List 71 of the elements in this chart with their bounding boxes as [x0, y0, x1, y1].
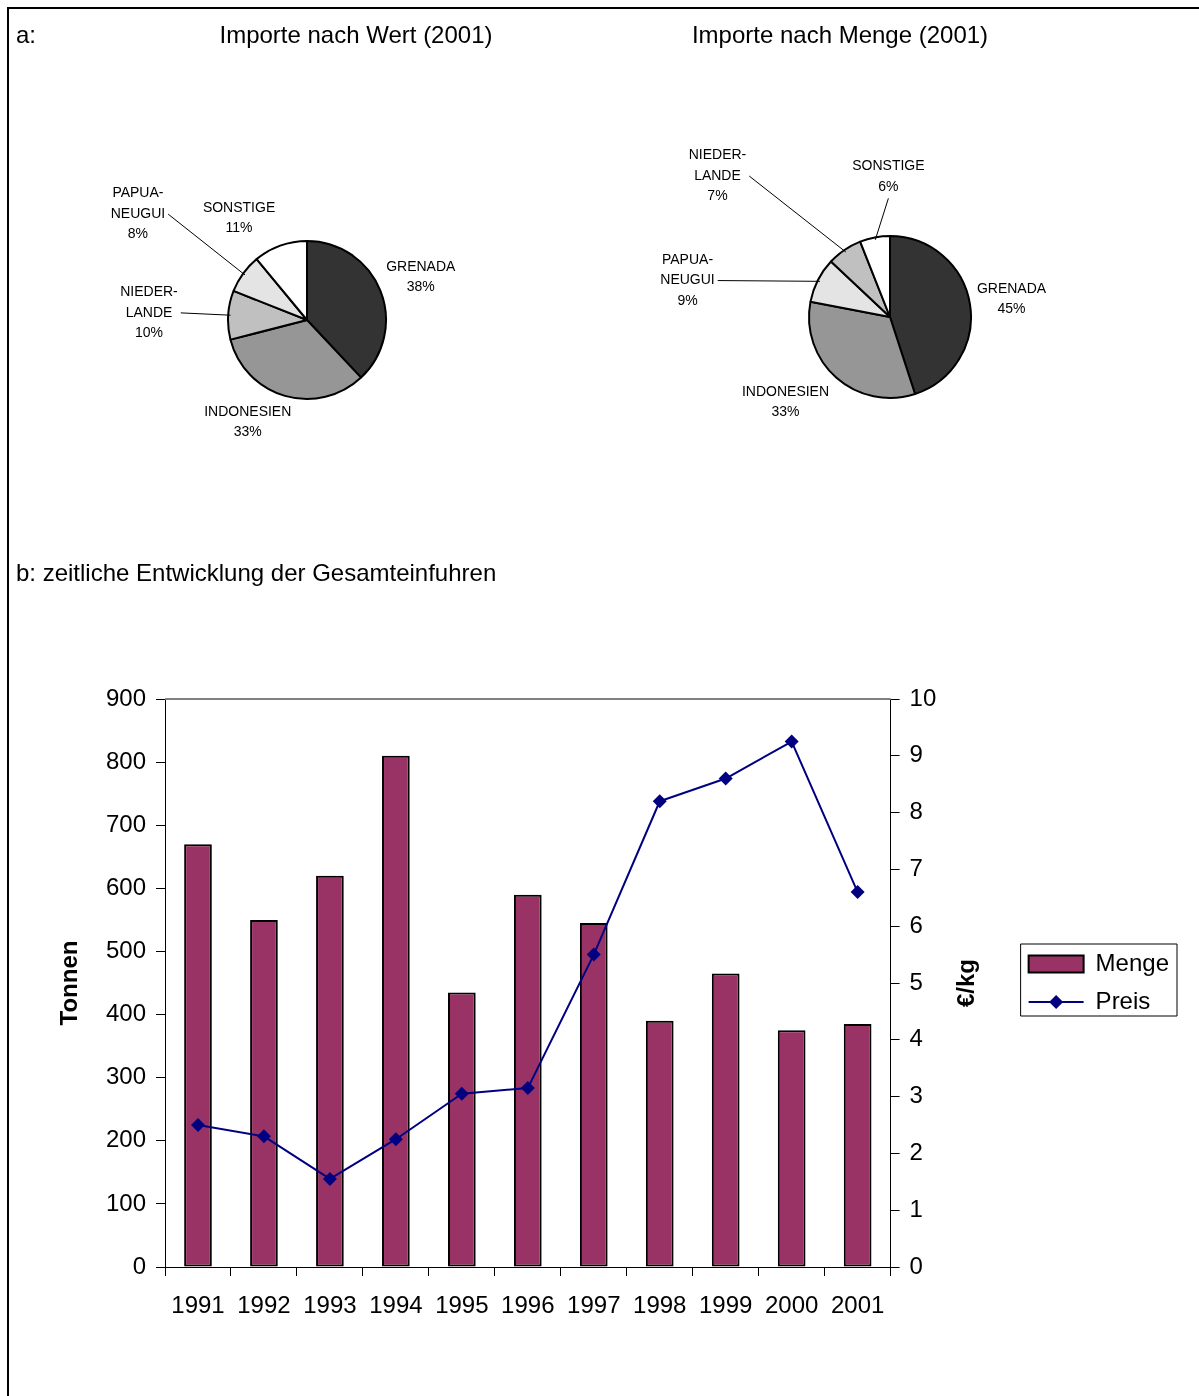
- y-axis-title: Tonnen: [55, 940, 83, 1026]
- y-tick-label: 300: [105, 1062, 146, 1090]
- data-label: 11%: [225, 219, 253, 236]
- y2-tick-label: 10: [909, 683, 937, 711]
- slice-label: INDONESIEN: [204, 402, 292, 419]
- y-tick-label: 500: [105, 936, 146, 964]
- slice-label: NIEDER-LANDE: [120, 283, 179, 320]
- point: [520, 1081, 535, 1096]
- chart-title: b: zeitliche Entwicklung der Gesamteinfuhren: [16, 559, 497, 587]
- point: [322, 1171, 337, 1186]
- chart-title: Importe nach Wert (2001): [219, 21, 493, 49]
- y2-tick-label: 9: [909, 740, 923, 768]
- point: [256, 1129, 271, 1144]
- text: a:: [16, 21, 37, 49]
- y-tick-label: 900: [105, 683, 146, 711]
- data-label: 9%: [677, 291, 698, 308]
- data-label: 6%: [878, 177, 899, 194]
- y-tick-label: 0: [132, 1251, 146, 1279]
- legend-label: Menge: [1095, 948, 1170, 976]
- y2-tick-label: 3: [909, 1081, 923, 1109]
- point: [718, 771, 733, 786]
- x-tick-label: 2000: [764, 1291, 819, 1319]
- y2-tick-label: 4: [909, 1024, 923, 1052]
- slice-label: GRENADA: [386, 257, 457, 274]
- point: [586, 947, 601, 962]
- slice-label: PAPUA-NEUGUI: [110, 184, 166, 221]
- y2-tick-label: 1: [909, 1194, 923, 1222]
- y2-tick-label: 5: [909, 967, 923, 995]
- y2-tick-label: 7: [909, 854, 923, 882]
- x-tick-label: 1996: [501, 1291, 555, 1319]
- y-tick-label: 800: [105, 746, 146, 774]
- y2-tick-label: 6: [909, 910, 923, 938]
- y-tick-label: 400: [105, 999, 146, 1027]
- y-tick-label: 100: [105, 1188, 146, 1216]
- slice-label: PAPUA-NEUGUI: [660, 250, 715, 288]
- x-tick-label: 1993: [303, 1291, 357, 1319]
- x-tick-label: 1995: [435, 1291, 489, 1319]
- x-tick-label: 1998: [633, 1291, 687, 1319]
- y-tick-label: 700: [105, 809, 146, 837]
- point: [388, 1132, 403, 1147]
- data-label: 7%: [707, 187, 728, 204]
- point: [784, 734, 799, 749]
- chart-title: Importe nach Menge (2001): [691, 21, 989, 49]
- y2-tick-label: 2: [909, 1138, 923, 1166]
- data-label: 8%: [127, 225, 149, 242]
- x-tick-label: 1994: [369, 1291, 423, 1319]
- x-tick-label: 2001: [830, 1291, 885, 1319]
- y-tick-label: 200: [105, 1125, 146, 1153]
- x-tick-label: 1999: [699, 1291, 753, 1319]
- data-label: 38%: [406, 278, 435, 295]
- data-label: 33%: [771, 403, 800, 420]
- x-tick-label: 1992: [237, 1291, 291, 1319]
- y2-axis-title: €/kg: [952, 958, 980, 1008]
- slice-label: GRENADA: [976, 279, 1047, 296]
- point: [190, 1118, 205, 1132]
- y2-tick-label: 0: [909, 1251, 923, 1279]
- y-tick-label: 600: [105, 872, 146, 900]
- data-label: 33%: [233, 423, 262, 440]
- point: [652, 794, 667, 809]
- x-tick-label: 1991: [171, 1291, 225, 1319]
- data-label: 10%: [134, 324, 164, 341]
- legend-label: Preis: [1095, 986, 1151, 1014]
- slice-label: SONSTIGE: [202, 198, 276, 215]
- data-label: 45%: [997, 300, 1026, 317]
- x-tick-label: 1997: [567, 1291, 621, 1319]
- slice-label: NIEDER-LANDE: [688, 146, 747, 183]
- point: [454, 1086, 469, 1101]
- point: [850, 885, 865, 900]
- slice-label: INDONESIEN: [741, 382, 830, 399]
- slice-label: SONSTIGE: [852, 157, 925, 174]
- y2-tick-label: 8: [909, 797, 923, 825]
